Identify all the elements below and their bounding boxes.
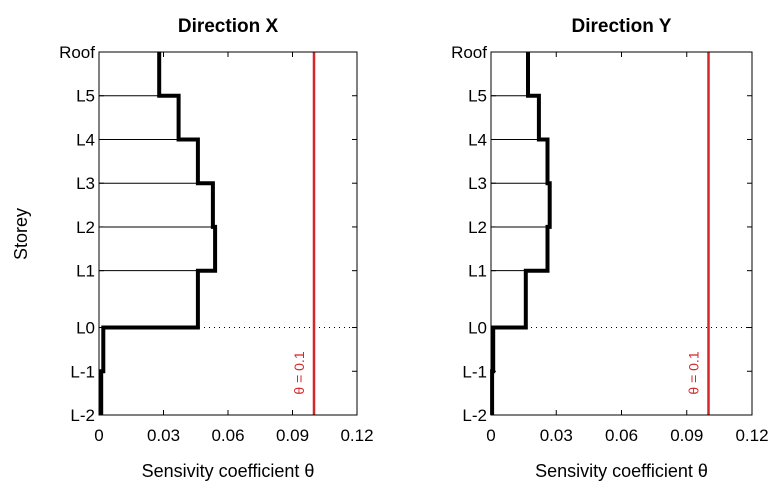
x-tick-label: 0.03 <box>147 426 180 445</box>
x-tick-label: 0 <box>94 426 103 445</box>
chart-title: Direction X <box>178 16 279 37</box>
chart-title: Direction Y <box>572 16 672 37</box>
y-tick-label: L5 <box>76 87 95 106</box>
x-tick-label: 0.06 <box>211 426 244 445</box>
chart-panel-direction-x: Direction X θ = 0.1 L-2 L-1 L0 L1 L2 L3 L4 L5 Roof… <box>59 16 373 481</box>
y-axis-label: Storey <box>11 208 31 260</box>
y-tick-label: L2 <box>468 218 487 237</box>
chart-panel-direction-y: Direction Y θ = 0.1 L-2 L-1 L0 L1 L2 L3 L4 L5 Roof… <box>451 16 768 481</box>
x-tick-label: 0.06 <box>605 426 638 445</box>
y-tick-label: L4 <box>468 130 487 149</box>
plot-frame <box>490 51 753 416</box>
y-tick-label: L3 <box>468 174 487 193</box>
y-tick-label: L2 <box>76 218 95 237</box>
y-tick-label: L-2 <box>70 406 95 425</box>
x-tick-label: 0.09 <box>276 426 309 445</box>
y-tick-label: Roof <box>59 43 95 62</box>
theta-limit-label: θ = 0.1 <box>686 351 702 394</box>
x-axis-label: Sensivity coefficient θ <box>535 461 708 481</box>
y-tick-label: L1 <box>468 262 487 281</box>
x-tick-label: 0.12 <box>735 426 768 445</box>
y-tick-label: L-1 <box>462 362 487 381</box>
y-tick-label: L0 <box>76 319 95 338</box>
theta-step-profile <box>99 52 218 415</box>
x-tick-label: 0.12 <box>340 426 373 445</box>
x-tick-label: 0 <box>486 426 495 445</box>
y-tick-label: L3 <box>76 174 95 193</box>
y-tick-label: L0 <box>468 319 487 338</box>
theta-limit-label: θ = 0.1 <box>291 351 307 394</box>
y-tick-label: L-1 <box>70 362 95 381</box>
y-tick-label: L1 <box>76 262 95 281</box>
x-tick-label: 0.09 <box>670 426 703 445</box>
y-tick-label: Roof <box>451 43 487 62</box>
y-tick-label: L-2 <box>462 406 487 425</box>
plot-frame <box>98 51 358 416</box>
x-axis-label: Sensivity coefficient θ <box>142 461 315 481</box>
y-tick-label: L4 <box>76 130 95 149</box>
theta-step-profile <box>490 52 552 415</box>
x-tick-label: 0.03 <box>540 426 573 445</box>
y-tick-label: L5 <box>468 87 487 106</box>
